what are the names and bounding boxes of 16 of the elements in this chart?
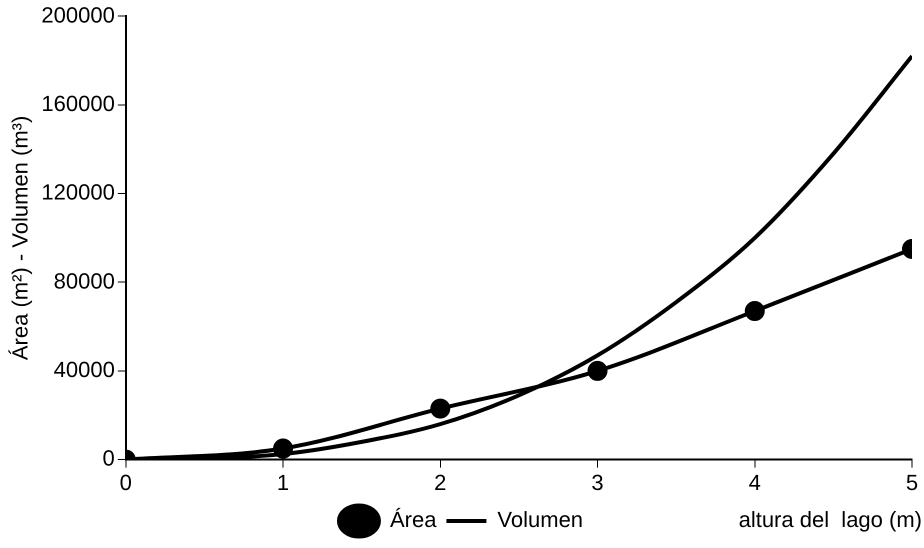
- x-tick-label: 2: [434, 470, 446, 495]
- x-tick-label: 1: [276, 470, 290, 495]
- x-tick-label: 3: [591, 470, 604, 495]
- x-tick-label: 4: [748, 470, 761, 495]
- x-tick-label: 0: [120, 470, 132, 495]
- legend-label: Volumen: [497, 507, 584, 532]
- y-tick-label: 160000: [41, 90, 115, 116]
- x-tick-label: 5: [906, 470, 918, 495]
- y-tick-label: 200000: [41, 2, 115, 28]
- legend-label: Área: [390, 507, 438, 532]
- y-tick-label: 80000: [54, 268, 115, 294]
- y-tick-label: 0: [102, 446, 115, 471]
- x-axis-title: altura del lago (m): [738, 507, 922, 532]
- y-axis-title: Área (m²) - Volumen (m³): [7, 116, 32, 360]
- y-tick-label: 120000: [41, 180, 115, 205]
- y-tick-label: 40000: [54, 356, 115, 382]
